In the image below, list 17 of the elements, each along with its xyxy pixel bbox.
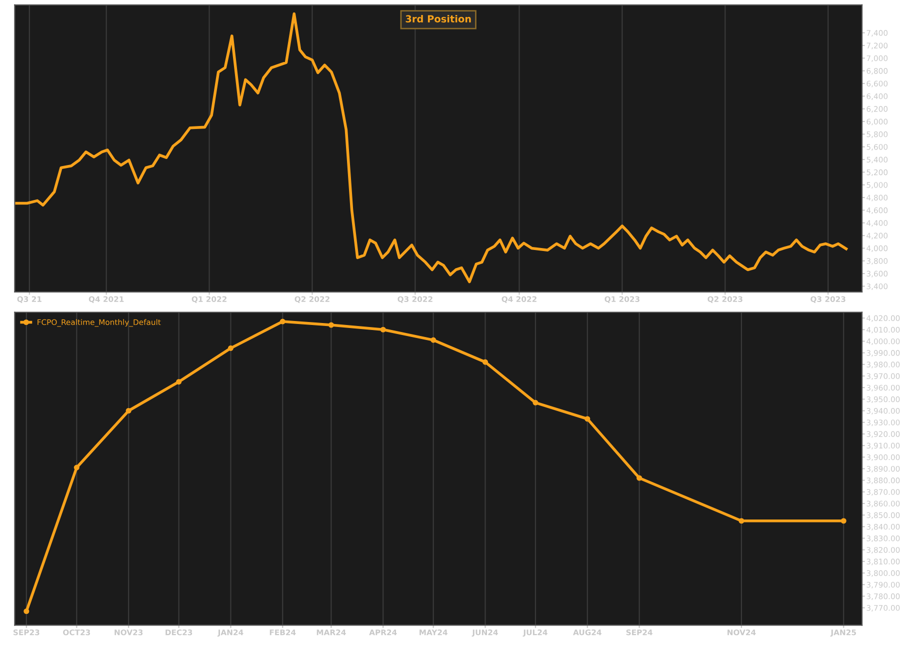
point: [228, 345, 234, 351]
point: [584, 416, 590, 422]
point: [176, 379, 182, 385]
point: [430, 337, 436, 343]
point: [74, 464, 80, 470]
line-series: [14, 12, 848, 284]
point: [126, 408, 132, 414]
point: [738, 518, 744, 524]
text: 3rd Position: [406, 14, 471, 22]
point: [328, 322, 334, 328]
point: [840, 518, 846, 524]
point: [532, 400, 538, 406]
point: [24, 608, 30, 614]
point: [482, 359, 488, 365]
point: [380, 326, 386, 332]
point: [280, 318, 286, 324]
point: [636, 475, 642, 481]
